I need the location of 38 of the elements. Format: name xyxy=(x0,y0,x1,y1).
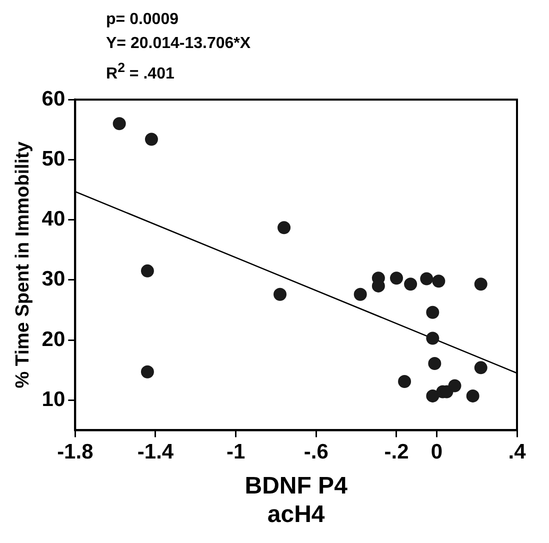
y-tick-label: 10 xyxy=(42,388,66,411)
x-tick-label: -.2 xyxy=(384,440,409,464)
point xyxy=(426,306,440,319)
point xyxy=(390,272,403,285)
x-axis-title: BDNF P4 acH4 xyxy=(244,472,348,528)
y-tick-label: 50 xyxy=(42,148,66,171)
point xyxy=(426,332,440,345)
point xyxy=(428,356,442,370)
point xyxy=(448,379,462,392)
x-tick-label: 0 xyxy=(430,440,443,464)
y-tick-label: 30 xyxy=(42,268,66,291)
y-tick-label: 20 xyxy=(42,328,66,351)
point xyxy=(274,288,287,301)
point xyxy=(140,365,154,378)
x-tick-label: -1.8 xyxy=(57,440,94,464)
y-axis-title: % Time Spent in Immobility xyxy=(12,141,34,388)
point xyxy=(144,132,158,146)
point xyxy=(354,288,367,301)
text: R$^{2}$ = .401 xyxy=(106,59,176,84)
x-tick-label: .4 xyxy=(508,440,526,464)
point xyxy=(140,264,154,278)
point xyxy=(112,117,126,130)
point xyxy=(420,272,434,286)
text: Y= 20.014-13.706*X xyxy=(106,34,252,54)
point xyxy=(426,389,440,402)
point xyxy=(474,361,488,374)
x-tick-label: -1 xyxy=(226,440,246,464)
point xyxy=(398,375,412,388)
point xyxy=(432,274,446,288)
point xyxy=(278,221,291,234)
point xyxy=(404,278,418,291)
text: p= 0.0009 xyxy=(106,10,180,30)
x-tick-label: -1.4 xyxy=(137,440,174,464)
y-tick-label: 40 xyxy=(42,208,66,231)
point xyxy=(474,278,488,291)
y-tick-label: 60 xyxy=(42,87,66,110)
x-tick-label: -.6 xyxy=(304,440,328,464)
point xyxy=(466,389,480,402)
